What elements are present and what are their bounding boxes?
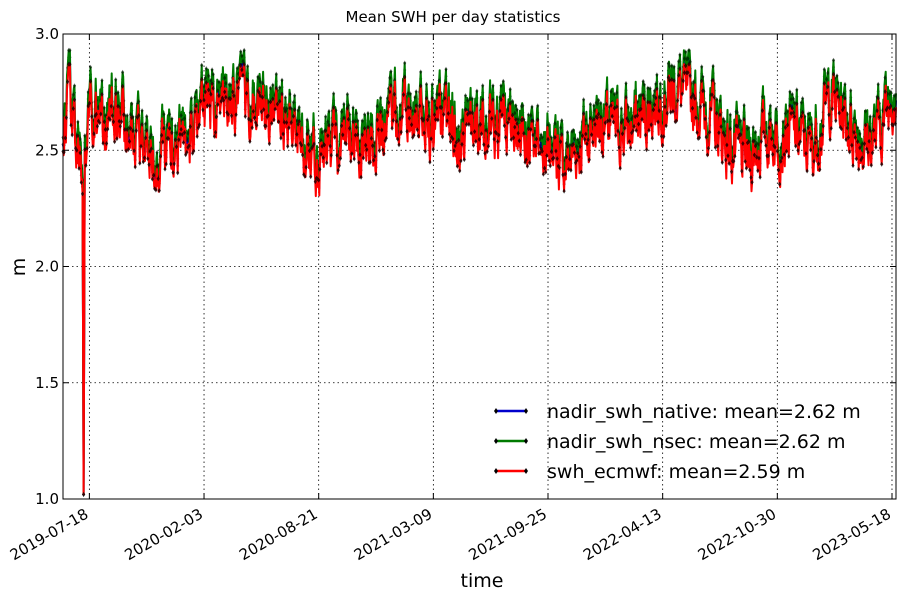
- legend-swatch-marker: [494, 468, 498, 474]
- y-tick-label: 3.0: [35, 25, 59, 43]
- legend-label: nadir_swh_native: mean=2.62 m: [547, 401, 861, 423]
- y-tick-label: 1.5: [35, 374, 59, 392]
- y-tick-label: 2.5: [35, 141, 59, 159]
- grid: [63, 34, 896, 499]
- plot-frame: [62, 33, 897, 500]
- x-tick-label: 2023-05-18: [809, 505, 894, 564]
- legend-label: nadir_swh_nsec: mean=2.62 m: [547, 431, 846, 453]
- legend-swatch-marker: [494, 438, 498, 444]
- x-tick-label: 2020-02-03: [122, 505, 207, 564]
- y-tick-label: 2.0: [35, 258, 59, 276]
- series-line: [62, 49, 897, 496]
- chart-title: Mean SWH per day statistics: [346, 8, 561, 26]
- y-tick-label: 1.0: [35, 490, 59, 508]
- x-tick-label: 2021-09-25: [466, 505, 551, 564]
- series-swh_ecmwf: [61, 61, 897, 497]
- legend-swatch-marker: [494, 408, 498, 414]
- legend-label: swh_ecmwf: mean=2.59 m: [547, 461, 805, 483]
- y-axis-label: m: [8, 258, 30, 277]
- y-axis: 1.0 1.5 2.0 2.5 3.0: [35, 25, 896, 508]
- legend-swatch-marker: [524, 438, 528, 444]
- legend: nadir_swh_native: mean=2.62 m nadir_swh_n…: [494, 401, 861, 483]
- x-tick-label: 2022-10-30: [695, 505, 780, 564]
- x-tick-label: 2022-04-13: [580, 505, 665, 564]
- x-axis-label: time: [461, 570, 504, 592]
- x-tick-label: 2021-03-09: [351, 505, 436, 564]
- series-line: [62, 63, 897, 496]
- series-nadir_swh_nsec: [61, 47, 897, 497]
- legend-swatch-marker: [524, 408, 528, 414]
- x-tick-label: 2020-08-21: [236, 505, 321, 564]
- x-tick-label: 2019-07-18: [7, 505, 92, 564]
- plot-area: [61, 47, 897, 497]
- legend-swatch-marker: [524, 468, 528, 474]
- series-markers: [61, 47, 897, 497]
